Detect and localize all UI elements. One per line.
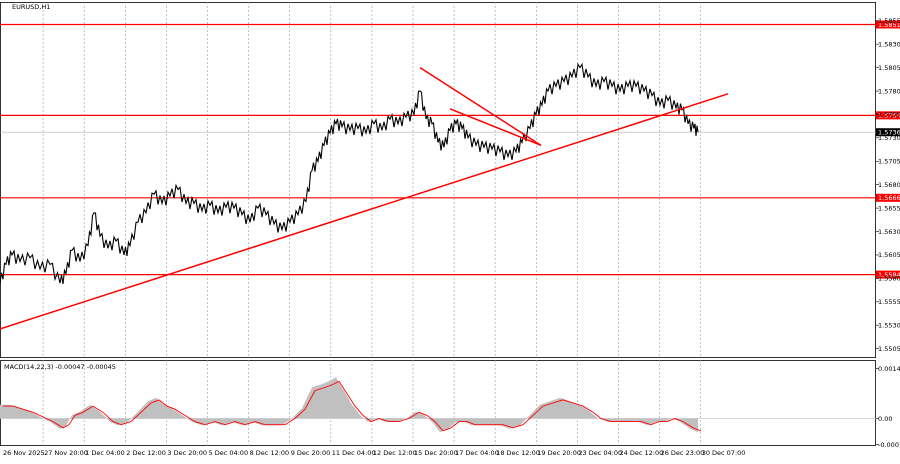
price-tick-label: 1.5780 [878, 87, 900, 95]
symbol-label: EURUSD,H1 [12, 3, 50, 11]
price-tick-label: 1.5680 [878, 181, 900, 189]
macd-label: MACD(14,22,3) -0.00047 -0.00045 [4, 363, 116, 371]
macd-pane-frame [0, 360, 876, 446]
trendlines-layer [0, 66, 729, 330]
price-tick-label: 1.5855 [878, 17, 900, 25]
macd-layer [0, 377, 876, 433]
price-tick-label: 1.5605 [878, 251, 900, 259]
level-price-tag [876, 270, 900, 279]
price-tick-label: 1.5555 [878, 298, 900, 306]
date-tick-label: 27 Nov 20:00 [44, 449, 88, 457]
date-tick-label: 5 Dec 04:00 [209, 449, 249, 457]
level-price-label: 1.5584 [878, 271, 900, 279]
level-price-tag [876, 20, 900, 29]
date-tick-label: 2 Dec 12:00 [126, 449, 166, 457]
date-tick-label: 23 Dec 04:00 [578, 449, 622, 457]
level-price-tag [876, 111, 900, 120]
price-tick-label: 1.5755 [878, 111, 900, 119]
date-tick-label: 3 Dec 20:00 [167, 449, 207, 457]
axis-layer: 26 Nov 2025 27 Nov 20:001 Dec 04:00 2 Dec … [3, 17, 900, 457]
price-tick-label: 1.5630 [878, 228, 900, 236]
price-tick-label: 1.5655 [878, 204, 900, 212]
trend-line [0, 93, 729, 330]
trend-line [419, 66, 542, 146]
macd-tick-label: -0.00076 [878, 441, 900, 449]
level-price-tag [876, 193, 900, 202]
price-series-layer [0, 62, 699, 285]
date-tick-label: 26 Dec 23:00 [661, 449, 705, 457]
macd-signal-line [3, 380, 702, 432]
current-price-label: 1.5736 [878, 129, 900, 137]
date-tick-label: 11 Dec 04:00 [332, 449, 376, 457]
price-series-line [0, 62, 699, 285]
level-price-label: 1.5666 [878, 194, 900, 202]
date-tick-label: 15 Dec 20:00 [414, 449, 458, 457]
macd-histogram [0, 377, 698, 433]
level-price-label: 1.5754 [878, 112, 900, 120]
date-tick-label: 9 Dec 20:00 [291, 449, 331, 457]
date-tick-label: 26 Nov 2025 [3, 449, 45, 457]
grid-layer [0, 2, 876, 446]
price-tick-label: 1.5830 [878, 40, 900, 48]
date-tick-label: 8 Dec 12:00 [250, 449, 290, 457]
price-tick-label: 1.5730 [878, 134, 900, 142]
price-pane-frame [0, 2, 876, 358]
date-tick-label: 1 Dec 04:00 [85, 449, 125, 457]
date-tick-label: 30 Dec 07:00 [702, 449, 746, 457]
macd-tick-label: 0.00 [878, 415, 892, 423]
price-tick-label: 1.5705 [878, 158, 900, 166]
date-tick-label: 18 Dec 12:00 [496, 449, 540, 457]
level-price-label: 1.5851 [878, 21, 900, 29]
trend-line [449, 108, 542, 147]
price-tick-label: 1.5505 [878, 345, 900, 353]
levels-layer: 1.5851 1.5754 1.5666 1.5584 1.5736 [0, 20, 900, 279]
date-tick-label: 24 Dec 12:00 [620, 449, 664, 457]
current-price-tag [876, 128, 900, 137]
price-tick-label: 1.5805 [878, 64, 900, 72]
date-tick-label: 12 Dec 12:00 [373, 449, 417, 457]
macd-tick-label: 0.00145 [878, 365, 900, 373]
price-tick-label: 1.5530 [878, 322, 900, 330]
date-tick-label: 19 Dec 20:00 [537, 449, 581, 457]
date-tick-label: 17 Dec 04:00 [455, 449, 499, 457]
price-tick-label: 1.5580 [878, 275, 900, 283]
